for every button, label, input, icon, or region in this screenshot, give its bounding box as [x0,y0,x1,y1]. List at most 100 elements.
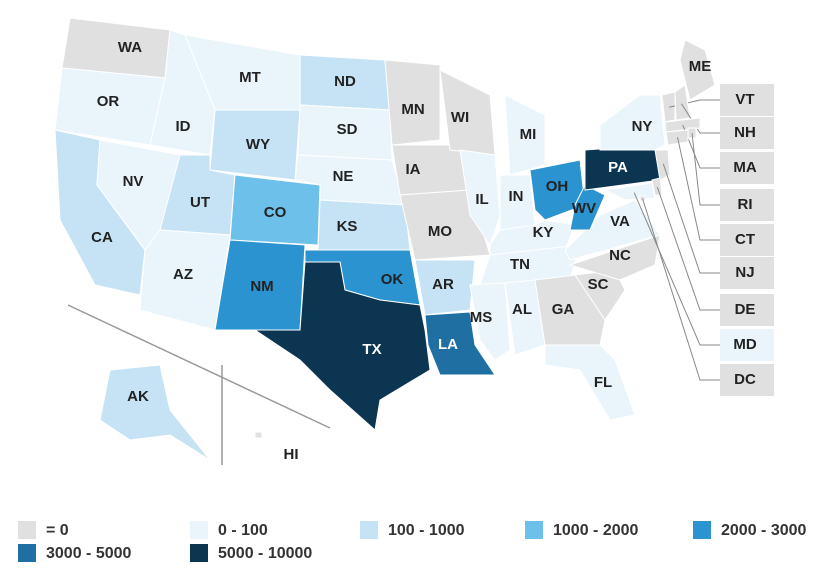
state-shape [99,364,211,461]
legend-swatch [525,521,543,539]
state-label: DC [734,371,756,388]
state-label: HI [284,446,299,463]
state-label: MN [401,101,424,118]
state-label: NJ [735,264,754,281]
state-label: NV [123,173,144,190]
state-label: UT [190,194,210,211]
state-label: CO [264,204,287,221]
state-label: SC [588,276,609,293]
state-label: MO [428,223,452,240]
state-shape [424,311,496,376]
legend-label: 3000 - 5000 [46,545,132,562]
state-box [720,117,774,149]
state-shape [384,59,441,146]
legend-swatch [360,521,378,539]
leader-line [691,132,720,206]
state-label: MS [470,309,493,326]
state-shape [391,144,471,196]
state-label: DE [735,301,756,318]
state-shape [661,91,676,123]
state-box [720,294,774,326]
state-box [720,224,774,256]
legend-label: = 0 [46,522,69,539]
state-label: LA [438,336,458,353]
legend-swatch [18,521,36,539]
state-label: CT [735,231,755,248]
state-shape [544,344,636,421]
state-label: AZ [173,266,193,283]
state-label: VA [610,213,630,230]
state-shape [568,234,661,281]
state-label: WY [246,136,270,153]
state-label: GA [552,301,575,318]
leader-line [681,103,720,134]
state-label: ME [689,58,712,75]
legend-swatch [18,544,36,562]
state-label: MA [733,159,756,176]
state-label: IA [406,161,421,178]
state-label: KS [337,218,358,235]
legend-swatch [190,544,208,562]
state-label: TX [362,341,381,358]
state-box [720,329,774,361]
state-label: ID [176,118,191,135]
legend-swatch [190,521,208,539]
leader-line [656,186,720,311]
state-label: NC [609,247,631,264]
state-label: WI [451,109,469,126]
state-shape [139,229,231,331]
state-label: CA [91,229,113,246]
legend-label: 100 - 1000 [388,522,465,539]
state-label: IN [509,188,524,205]
leader-line [633,192,720,346]
state-label: NE [333,168,354,185]
state-label: VT [735,91,754,108]
inset-divider [67,304,331,429]
state-label: AR [432,276,454,293]
state-box [720,152,774,184]
leader-line [677,137,720,241]
state-label: SD [337,121,358,138]
state-label: AL [512,301,532,318]
leader-line [662,163,720,274]
legend-label: 2000 - 3000 [721,522,807,539]
state-label: KY [533,224,554,241]
state-shape [459,149,501,247]
legend-label: 0 - 100 [218,522,268,539]
state-shape [254,431,263,439]
state-box [720,257,774,289]
state-label: MT [239,69,261,86]
state-label: WA [118,39,142,56]
state-label: TN [510,256,530,273]
state-box [720,364,774,396]
state-label: WV [572,200,596,217]
state-label: OR [97,93,120,110]
state-box [720,189,774,221]
state-shape [599,94,666,151]
state-shape [534,274,606,346]
state-label: NH [734,124,756,141]
legend-label: 1000 - 2000 [553,522,639,539]
state-shape [504,94,546,176]
state-label: NY [632,118,653,135]
state-shape [317,199,411,251]
leader-line [642,198,720,381]
state-shape [469,282,511,361]
state-label: MI [520,126,537,143]
state-shape [679,39,716,101]
state-label: FL [594,374,612,391]
state-label: OK [381,271,404,288]
state-shape [569,184,606,231]
state-label: ND [334,73,356,90]
state-shape [665,129,689,146]
state-label: NM [250,278,273,295]
legend-swatch [693,521,711,539]
state-label: AK [127,388,149,405]
state-label: RI [738,196,753,213]
state-shape [651,177,663,196]
state-shape [61,17,171,79]
legend-label: 5000 - 10000 [218,545,312,562]
state-shape [414,259,476,316]
